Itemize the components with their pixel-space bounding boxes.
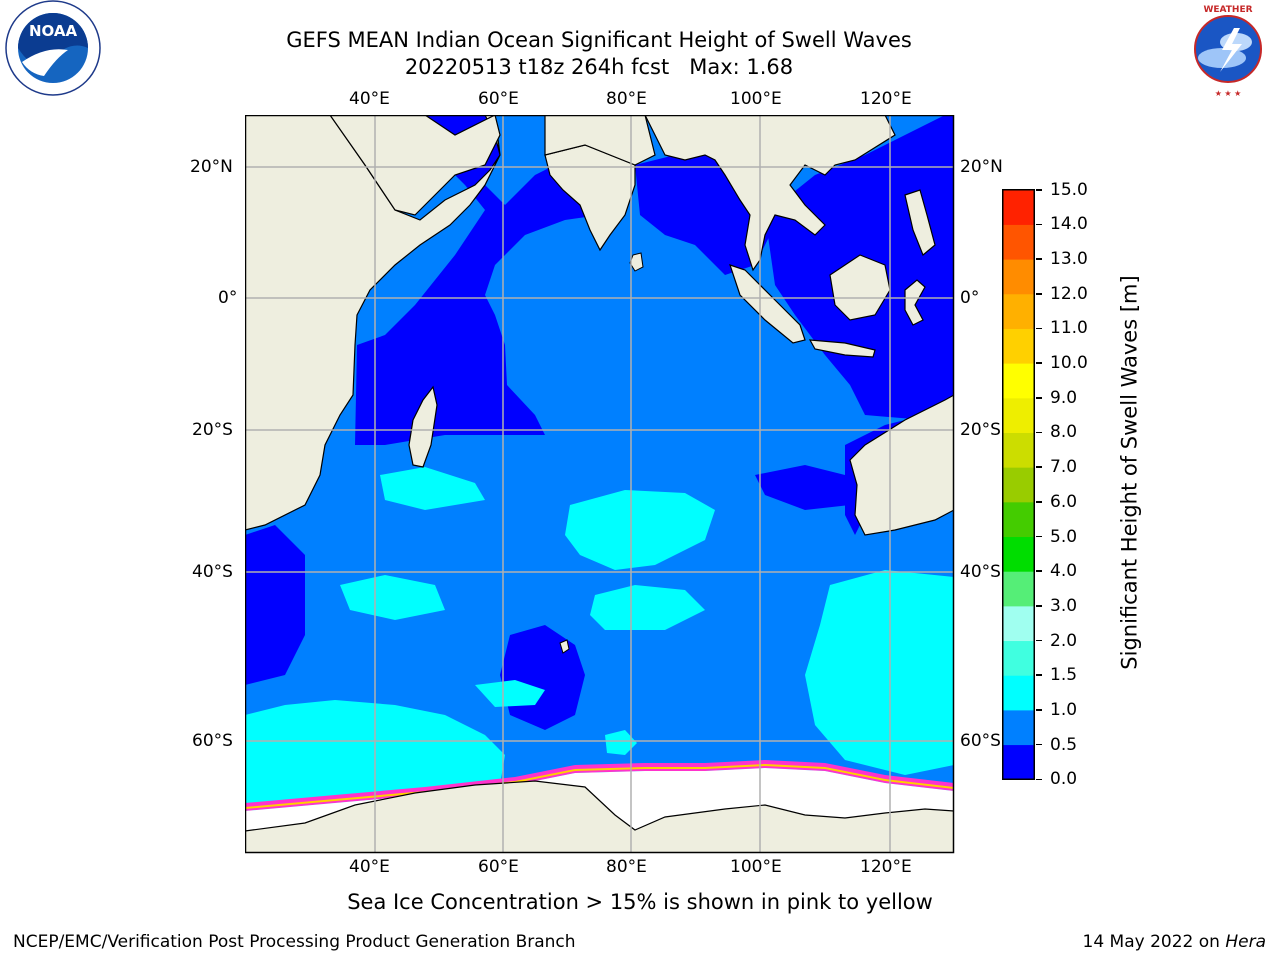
colorbar-swatch — [1002, 709, 1035, 746]
lon-label-top-80e: 80°E — [606, 89, 647, 109]
lon-label-top-60e: 60°E — [478, 89, 519, 109]
lon-label-bottom-80e: 80°E — [606, 857, 647, 877]
noaa-logo: NOAA — [5, 0, 101, 96]
lon-label-bottom-100e: 100°E — [730, 857, 782, 877]
colorbar-tick-label: 3.0 — [1050, 595, 1078, 616]
colorbar-swatch — [1002, 571, 1035, 607]
colorbar-tick-mark — [1036, 778, 1042, 780]
arabia — [329, 115, 501, 216]
sea-ice-caption: Sea Ice Concentration > 15% is shown in … — [347, 890, 933, 914]
colorbar-swatch — [1002, 328, 1035, 364]
lat-label-right-60s: 60°S — [960, 731, 1001, 751]
colorbar-swatch — [1002, 259, 1035, 295]
lon-label-bottom-60e: 60°E — [478, 857, 519, 877]
lon-label-top-40e: 40°E — [349, 89, 390, 109]
footer-date: 14 May 2022 on Hera — [1082, 932, 1267, 952]
map-frame — [245, 115, 955, 854]
colorbar-swatch — [1002, 536, 1035, 572]
colorbar-tick-label: 1.5 — [1050, 665, 1078, 686]
colorbar-swatch — [1002, 501, 1035, 538]
svg-text:★ ★ ★: ★ ★ ★ — [1215, 89, 1242, 98]
java — [808, 339, 876, 358]
colorbar-label: Significant Height of Swell Waves [m] — [1117, 275, 1142, 670]
lat-label-right-0: 0° — [960, 288, 980, 308]
colorbar-swatch — [1002, 640, 1035, 676]
footer-credit: NCEP/EMC/Verification Post Processing Pr… — [13, 932, 576, 952]
colorbar-tick-mark — [1036, 570, 1042, 572]
colorbar-tick-mark — [1036, 466, 1042, 468]
colorbar-swatch — [1002, 744, 1035, 780]
colorbar-tick-mark — [1036, 501, 1042, 503]
colorbar-tick-label: 4.0 — [1050, 561, 1078, 582]
colorbar-tick-mark — [1036, 535, 1042, 538]
lat-label-right-20s: 20°S — [960, 420, 1001, 440]
colorbar-swatch — [1002, 224, 1035, 260]
lat-label-left-20n: 20°N — [190, 157, 233, 177]
colorbar-swatch — [1002, 675, 1035, 711]
lon-label-top-100e: 100°E — [730, 89, 782, 109]
colorbar-tick-mark — [1036, 431, 1042, 434]
lat-label-left-40s: 40°S — [192, 562, 233, 582]
colorbar-swatch — [1002, 363, 1035, 399]
lon-label-top-120e: 120°E — [860, 89, 912, 109]
colorbar-tick-label: 7.0 — [1050, 457, 1078, 478]
graticule — [245, 115, 954, 853]
colorbar-swatch — [1002, 467, 1035, 503]
colorbar-tick-mark — [1036, 223, 1042, 226]
colorbar-tick-label: 6.0 — [1050, 491, 1078, 512]
nws-logo: WEATHER ★ ★ ★ — [1180, 1, 1276, 98]
colorbar-tick-label: 13.0 — [1050, 249, 1088, 270]
colorbar-tick-label: 5.0 — [1050, 526, 1078, 547]
lat-label-left-60s: 60°S — [192, 731, 233, 751]
colorbar-swatch — [1002, 605, 1035, 642]
colorbar-swatch — [1002, 397, 1035, 433]
antarctica — [245, 780, 954, 853]
colorbar-tick-label: 0.5 — [1050, 734, 1078, 755]
lat-label-right-20n: 20°N — [960, 157, 1003, 177]
colorbar-swatch — [1002, 432, 1035, 468]
colorbar-tick-label: 14.0 — [1050, 214, 1088, 235]
colorbar-swatch — [1002, 293, 1035, 329]
colorbar-tick-label: 1.0 — [1050, 699, 1078, 720]
colorbar-tick-mark — [1036, 605, 1042, 607]
lat-label-left-20s: 20°S — [192, 420, 233, 440]
map-subtitle: 20220513 t18z 264h fcst Max: 1.68 — [404, 55, 794, 79]
colorbar-swatch — [1002, 189, 1035, 225]
colorbar — [1002, 189, 1035, 780]
svg-text:NOAA: NOAA — [29, 22, 78, 40]
africa — [245, 115, 501, 531]
colorbar-tick-mark — [1036, 258, 1042, 260]
colorbar-tick-label: 15.0 — [1050, 179, 1088, 200]
lat-label-right-40s: 40°S — [960, 562, 1001, 582]
colorbar-tick-mark — [1036, 639, 1042, 642]
colorbar-tick-label: 0.0 — [1050, 769, 1078, 790]
colorbar-tick-mark — [1036, 397, 1042, 399]
colorbar-tick-mark — [1036, 327, 1042, 330]
madagascar — [408, 385, 438, 468]
colorbar-tick-mark — [1036, 674, 1042, 676]
colorbar-tick-mark — [1036, 293, 1042, 295]
svg-text:WEATHER: WEATHER — [1203, 5, 1252, 15]
swell-height-map — [245, 115, 955, 854]
colorbar-tick-mark — [1036, 709, 1042, 711]
lon-label-bottom-120e: 120°E — [860, 857, 912, 877]
lat-label-left-0: 0° — [218, 288, 238, 308]
colorbar-tick-label: 12.0 — [1050, 283, 1088, 304]
colorbar-tick-mark — [1036, 189, 1042, 191]
map-title: GEFS MEAN Indian Ocean Significant Heigh… — [286, 28, 912, 52]
colorbar-tick-mark — [1036, 743, 1042, 746]
borneo — [829, 254, 891, 321]
colorbar-tick-label: 9.0 — [1050, 387, 1078, 408]
colorbar-tick-label: 8.0 — [1050, 422, 1078, 443]
colorbar-ticks: 0.0 0.5 1.0 1.5 2.0 3.0 4.0 5.0 6.0 7.0 8.0 9.0 10.0… — [1036, 180, 1096, 789]
colorbar-tick-label: 11.0 — [1050, 318, 1088, 339]
southeast-asia — [644, 115, 896, 272]
colorbar-tick-label: 2.0 — [1050, 630, 1078, 651]
colorbar-tick-label: 10.0 — [1050, 353, 1088, 374]
lon-label-bottom-40e: 40°E — [349, 857, 390, 877]
colorbar-tick-mark — [1036, 362, 1042, 364]
sumatra — [729, 264, 806, 344]
